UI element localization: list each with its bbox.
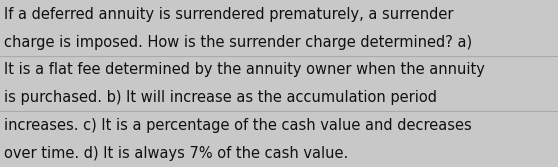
Text: increases. c) It is a percentage of the cash value and decreases: increases. c) It is a percentage of the … [4,118,472,133]
Text: charge is imposed. How is the surrender charge determined? a): charge is imposed. How is the surrender … [4,35,473,49]
Text: If a deferred annuity is surrendered prematurely, a surrender: If a deferred annuity is surrendered pre… [4,7,454,22]
Text: It is a flat fee determined by the annuity owner when the annuity: It is a flat fee determined by the annui… [4,62,485,77]
Text: over time. d) It is always 7% of the cash value.: over time. d) It is always 7% of the cas… [4,146,349,161]
Text: is purchased. b) It will increase as the accumulation period: is purchased. b) It will increase as the… [4,90,437,105]
